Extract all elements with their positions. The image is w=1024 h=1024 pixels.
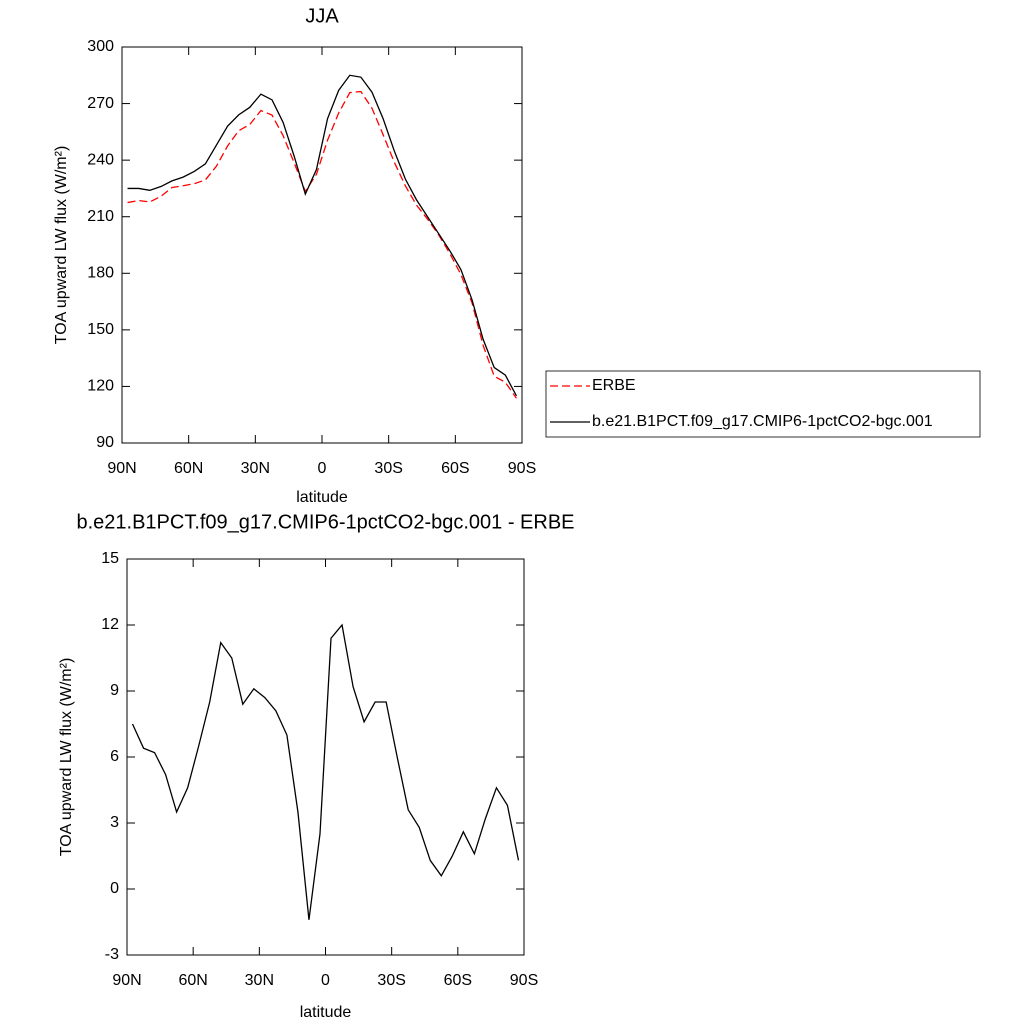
x-tick-label: 60S [441, 460, 469, 477]
y-tick-label: 180 [87, 265, 114, 282]
x-tick-label: 90S [510, 972, 538, 989]
y-tick-label: 210 [87, 208, 114, 225]
x-tick-label: 0 [321, 972, 330, 989]
x-tick-label: 90S [508, 460, 536, 477]
y-axis-label: TOA upward LW flux (W/m²) [53, 146, 70, 345]
y-tick-label: 270 [87, 95, 114, 112]
x-tick-label: 60N [178, 972, 207, 989]
y-tick-label: 150 [87, 321, 114, 338]
y-tick-label: 9 [110, 682, 119, 699]
y-tick-label: 3 [110, 814, 119, 831]
x-tick-label: 0 [318, 460, 327, 477]
x-tick-label: 30N [241, 460, 270, 477]
legend-label: ERBE [592, 377, 636, 394]
legend-label: b.e21.B1PCT.f09_g17.CMIP6-1pctCO2-bgc.00… [592, 413, 933, 430]
x-tick-label: 30S [374, 460, 402, 477]
y-tick-label: 120 [87, 378, 114, 395]
plot-frame [121, 46, 523, 444]
x-tick-label: 90N [107, 460, 136, 477]
x-tick-label: 30S [377, 972, 405, 989]
x-tick-label: 30N [245, 972, 274, 989]
x-axis-label: latitude [296, 489, 348, 506]
legend-box [545, 370, 981, 438]
y-tick-label: -3 [105, 946, 119, 963]
x-tick-label: 60S [444, 972, 472, 989]
plot-frame [126, 558, 525, 956]
data-line [131, 623, 520, 920]
y-tick-label: 90 [96, 434, 114, 451]
data-line [127, 74, 518, 397]
y-tick-label: 15 [101, 550, 119, 567]
y-axis-label: TOA upward LW flux (W/m²) [58, 658, 75, 857]
chart-title: b.e21.B1PCT.f09_g17.CMIP6-1pctCO2-bgc.00… [76, 511, 574, 533]
y-tick-label: 300 [87, 38, 114, 55]
y-tick-label: 6 [110, 748, 119, 765]
x-tick-label: 90N [112, 972, 141, 989]
data-line [127, 90, 517, 399]
x-tick-label: 60N [174, 460, 203, 477]
y-tick-label: 240 [87, 151, 114, 168]
x-axis-label: latitude [300, 1004, 352, 1021]
y-tick-label: 12 [101, 616, 119, 633]
y-tick-label: 0 [110, 880, 119, 897]
chart-title: JJA [305, 5, 339, 27]
